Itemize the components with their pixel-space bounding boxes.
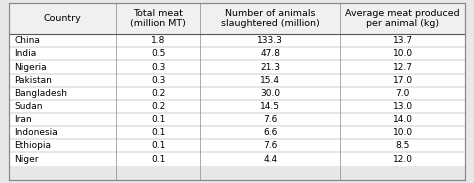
Bar: [9, 47, 465, 60]
Text: Bangladesh: Bangladesh: [14, 89, 67, 98]
Text: 8.5: 8.5: [395, 141, 410, 150]
Bar: [9, 34, 465, 47]
Text: Total meat
(million MT): Total meat (million MT): [130, 9, 186, 28]
Text: 10.0: 10.0: [392, 128, 413, 137]
Bar: [9, 113, 465, 126]
Text: 0.2: 0.2: [151, 89, 165, 98]
Text: Iran: Iran: [14, 115, 32, 124]
Text: India: India: [14, 49, 36, 58]
Text: Number of animals
slaughtered (million): Number of animals slaughtered (million): [221, 9, 319, 28]
Bar: [9, 3, 465, 34]
Text: Average meat produced
per animal (kg): Average meat produced per animal (kg): [346, 9, 460, 28]
Text: 13.7: 13.7: [392, 36, 413, 45]
Text: 12.7: 12.7: [392, 63, 413, 72]
Text: 7.0: 7.0: [395, 89, 410, 98]
Text: 0.2: 0.2: [151, 102, 165, 111]
Text: 14.5: 14.5: [260, 102, 280, 111]
Bar: [9, 126, 465, 139]
Text: 17.0: 17.0: [392, 76, 413, 85]
Bar: [9, 60, 465, 74]
Text: 133.3: 133.3: [257, 36, 283, 45]
Text: Niger: Niger: [14, 154, 39, 164]
Text: China: China: [14, 36, 40, 45]
Text: 0.3: 0.3: [151, 76, 165, 85]
Bar: [9, 139, 465, 152]
Text: 0.1: 0.1: [151, 141, 165, 150]
Bar: [9, 100, 465, 113]
Text: 0.1: 0.1: [151, 128, 165, 137]
Text: Indonesia: Indonesia: [14, 128, 58, 137]
Text: 0.1: 0.1: [151, 154, 165, 164]
Text: Nigeria: Nigeria: [14, 63, 47, 72]
Text: 10.0: 10.0: [392, 49, 413, 58]
Text: 12.0: 12.0: [392, 154, 413, 164]
Text: Sudan: Sudan: [14, 102, 43, 111]
Text: 1.8: 1.8: [151, 36, 165, 45]
Bar: [9, 74, 465, 87]
Text: Ethiopia: Ethiopia: [14, 141, 51, 150]
Text: 0.3: 0.3: [151, 63, 165, 72]
Text: 14.0: 14.0: [392, 115, 413, 124]
Text: 21.3: 21.3: [260, 63, 280, 72]
Text: Pakistan: Pakistan: [14, 76, 52, 85]
Text: Country: Country: [43, 14, 81, 23]
Bar: [9, 87, 465, 100]
Text: 30.0: 30.0: [260, 89, 280, 98]
Text: 7.6: 7.6: [263, 141, 277, 150]
Text: 7.6: 7.6: [263, 115, 277, 124]
Bar: [9, 152, 465, 166]
Text: 0.1: 0.1: [151, 115, 165, 124]
Text: 6.6: 6.6: [263, 128, 277, 137]
Text: 13.0: 13.0: [392, 102, 413, 111]
Text: 4.4: 4.4: [263, 154, 277, 164]
Text: 47.8: 47.8: [260, 49, 280, 58]
Text: 15.4: 15.4: [260, 76, 280, 85]
Text: 0.5: 0.5: [151, 49, 165, 58]
